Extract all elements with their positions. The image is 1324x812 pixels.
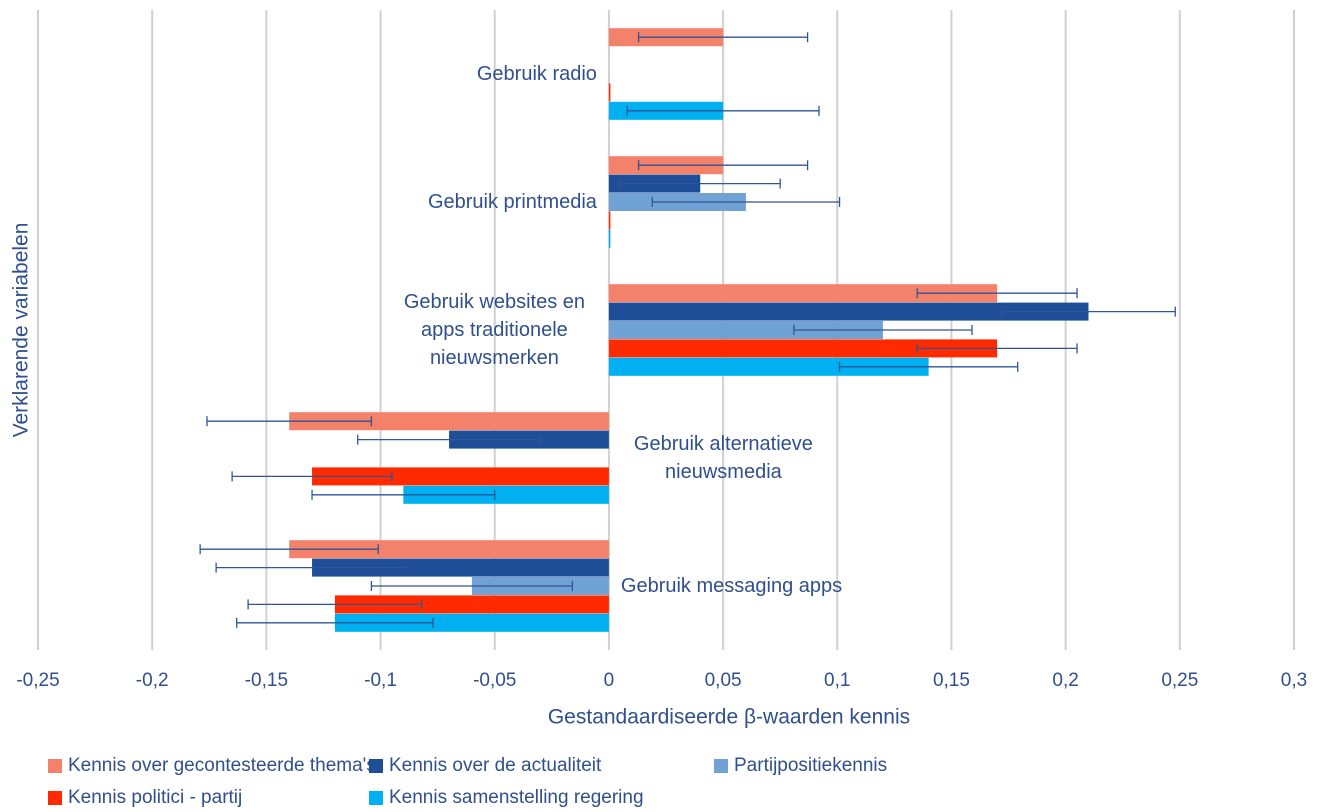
legend-label: Partijpositiekennis xyxy=(734,755,888,776)
error-bar xyxy=(357,434,542,445)
bar xyxy=(608,284,998,303)
legend-swatch xyxy=(369,791,383,805)
error-bar xyxy=(206,416,373,427)
legend-label: Kennis over gecontesteerde thema's xyxy=(68,755,376,776)
bar xyxy=(608,211,611,230)
bar xyxy=(608,229,611,248)
bar xyxy=(403,485,609,504)
bar xyxy=(608,339,998,358)
legend-swatch xyxy=(48,791,62,805)
category-label: Gebruik printmedia xyxy=(427,191,597,213)
error-bar xyxy=(370,581,574,591)
x-axis-title: Gestandaardiseerde β-waarden kennis xyxy=(548,706,910,729)
legend-item: Kennis over gecontesteerde thema's xyxy=(48,755,376,777)
legend-label: Kennis politici - partij xyxy=(68,787,243,808)
legend-item: Kennis over de actualiteit xyxy=(369,755,601,777)
x-tick-label: 0,2 xyxy=(1052,670,1078,691)
x-tick-label: 0,3 xyxy=(1281,670,1307,691)
x-tick-label: 0,15 xyxy=(933,670,970,691)
x-tick-label: 0,25 xyxy=(1161,670,1198,691)
bar xyxy=(312,467,609,486)
error-bar xyxy=(231,471,393,482)
bar xyxy=(289,412,609,431)
error-bar xyxy=(637,32,809,43)
category-label: Gebruik radio xyxy=(476,63,597,85)
y-axis-title: Verklarende variabelen xyxy=(10,223,33,438)
x-tick-label: 0,1 xyxy=(824,670,850,691)
bar xyxy=(608,357,929,376)
legend-item: Partijpositiekennis xyxy=(714,755,887,777)
category-label: Gebruik websites en apps traditionele ni… xyxy=(403,291,586,369)
error-bar xyxy=(637,160,809,171)
legend-swatch xyxy=(48,759,62,773)
error-bar xyxy=(838,361,1019,372)
error-bar xyxy=(247,599,423,610)
bar xyxy=(312,558,609,577)
legend-item: Kennis samenstelling regering xyxy=(369,787,644,809)
x-tick-label: -0,05 xyxy=(473,670,516,691)
error-bar xyxy=(916,288,1078,299)
error-bar xyxy=(793,325,973,335)
x-tick-label: 0 xyxy=(604,670,615,691)
legend-swatch xyxy=(714,759,728,773)
bar xyxy=(289,540,609,559)
bar xyxy=(334,613,609,632)
error-bar xyxy=(619,178,781,189)
bar xyxy=(334,595,609,614)
legend-item: Kennis politici - partij xyxy=(48,787,242,809)
bar xyxy=(608,321,883,339)
x-tick-label: -0,1 xyxy=(364,670,397,691)
x-tick-label: -0,2 xyxy=(136,670,169,691)
error-bar xyxy=(916,343,1078,354)
error-bar xyxy=(1001,306,1176,317)
x-tick-label: 0,05 xyxy=(705,670,742,691)
error-bar xyxy=(215,562,409,573)
bar xyxy=(608,302,1089,321)
error-bar xyxy=(311,489,496,500)
error-bar xyxy=(651,197,841,207)
error-bar xyxy=(626,105,820,116)
x-tick-label: -0,25 xyxy=(16,670,59,691)
legend-label: Kennis over de actualiteit xyxy=(389,755,602,776)
error-bar xyxy=(236,617,434,628)
legend-label: Kennis samenstelling regering xyxy=(389,787,644,808)
category-label: Gebruik alternatieve nieuwsmedia xyxy=(633,433,813,483)
error-bar xyxy=(199,544,379,555)
legend-swatch xyxy=(369,759,383,773)
category-label: Gebruik messaging apps xyxy=(620,575,843,597)
x-tick-label: -0,15 xyxy=(245,670,288,691)
bar xyxy=(608,83,611,102)
